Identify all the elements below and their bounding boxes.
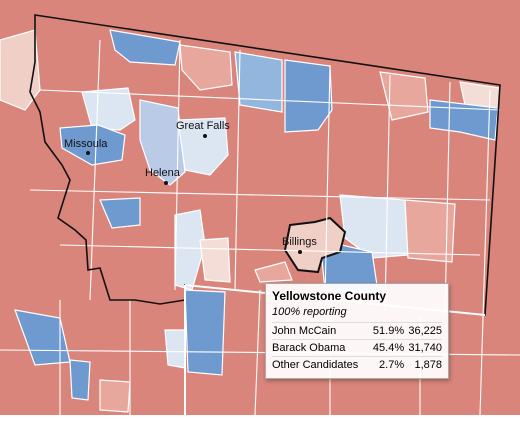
- candidate: John McCain: [272, 322, 370, 340]
- city-label: Great Falls: [176, 120, 230, 132]
- result-row: Barack Obama 45.4% 31,740: [272, 339, 442, 357]
- city-label: Missoula: [64, 138, 108, 150]
- tooltip-title: Yellowstone County: [272, 289, 387, 303]
- candidate: Other Candidates: [272, 356, 370, 373]
- votes: 1,878: [404, 356, 442, 373]
- tooltip: Yellowstone County 100% reporting John M…: [265, 283, 449, 379]
- percent: 45.4%: [369, 339, 405, 357]
- map: Missoula Great Falls Helena Billings: [0, 0, 520, 416]
- candidate: Barack Obama: [272, 339, 370, 357]
- results-table: John McCain 51.9% 36,225 Barack Obama 45.4%…: [272, 322, 442, 373]
- city-dot: [164, 181, 168, 185]
- city-label: Billings: [282, 236, 317, 248]
- counties: [0, 29, 501, 413]
- city-dot: [203, 134, 207, 138]
- city-label: Helena: [145, 167, 181, 179]
- result-row: Other Candidates 2.7% 1,878: [272, 356, 442, 373]
- percent: 51.9%: [369, 322, 405, 340]
- votes: 36,225: [404, 322, 442, 340]
- result-row: John McCain 51.9% 36,225: [272, 322, 442, 340]
- percent: 2.7%: [369, 356, 405, 373]
- tooltip-subtitle: 100% reporting: [272, 306, 347, 318]
- city-dot: [86, 151, 90, 155]
- cities: Missoula Great Falls Helena Billings: [64, 120, 317, 254]
- votes: 31,740: [404, 339, 442, 357]
- city-dot: [298, 250, 302, 254]
